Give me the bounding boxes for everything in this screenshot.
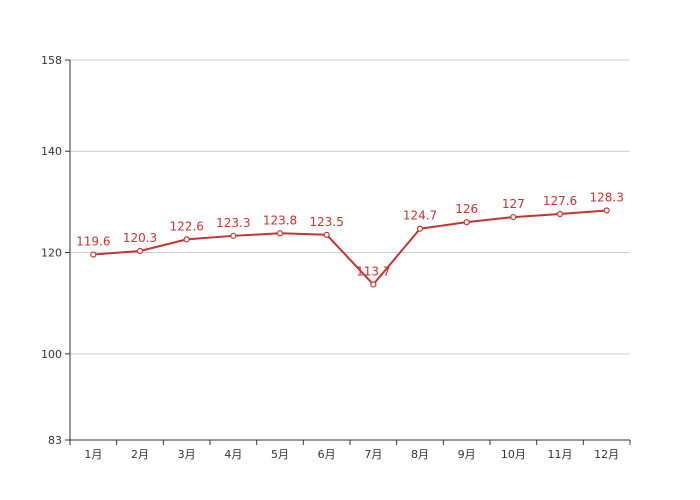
x-tick-label: 11月 — [548, 448, 573, 461]
data-label: 122.6 — [169, 219, 203, 233]
data-point — [276, 230, 284, 237]
y-tick-label: 120 — [41, 247, 62, 260]
data-label: 124.7 — [403, 209, 437, 223]
y-tick-label: 100 — [41, 348, 62, 361]
data-point — [463, 219, 470, 226]
x-tick-label: 6月 — [318, 448, 336, 461]
x-tick-label: 12月 — [594, 448, 619, 461]
data-label: 123.5 — [309, 215, 343, 229]
data-point — [510, 213, 517, 221]
data-label: 113.7 — [356, 264, 390, 278]
x-tick-label: 7月 — [364, 448, 382, 461]
data-label: 126 — [455, 202, 478, 216]
data-labels: 119.6 120.3 122.6 123.3 123.8 123.5 113.7 124.7… — [76, 190, 624, 278]
x-tick-label: 10月 — [501, 448, 526, 461]
gridlines — [70, 59, 630, 355]
x-tick-label: 2月 — [131, 448, 149, 461]
data-point — [556, 210, 564, 218]
series-layer — [90, 207, 610, 288]
data-label: 123.3 — [216, 216, 250, 230]
y-tick-label: 158 — [41, 54, 62, 67]
data-label: 127 — [502, 197, 525, 211]
data-label: 119.6 — [76, 235, 110, 249]
data-point — [370, 281, 377, 288]
x-tick-label: 4月 — [224, 448, 242, 461]
x-tick-label: 1月 — [84, 448, 102, 461]
data-label: 128.3 — [589, 190, 623, 204]
data-point — [230, 232, 237, 239]
axes: 83 100 120 140 158 1月 2月 3月 4月 5月 6月 7月 8月 9月 10月 11月 12… — [41, 54, 631, 461]
data-point — [90, 251, 97, 258]
series-line — [92, 209, 608, 286]
data-label: 127.6 — [543, 194, 577, 208]
data-label: 123.8 — [263, 213, 297, 227]
data-point — [323, 231, 330, 238]
y-tick-label: 83 — [48, 434, 62, 447]
data-point — [416, 225, 424, 232]
data-point — [136, 247, 144, 255]
data-label: 120.3 — [123, 231, 157, 245]
data-point — [183, 236, 190, 243]
x-tick-label: 8月 — [411, 448, 429, 461]
y-tick-label: 140 — [41, 145, 62, 158]
data-point — [603, 207, 610, 214]
x-tick-label: 9月 — [458, 448, 476, 461]
x-tick-label: 3月 — [178, 448, 196, 461]
x-tick-label: 5月 — [271, 448, 289, 461]
